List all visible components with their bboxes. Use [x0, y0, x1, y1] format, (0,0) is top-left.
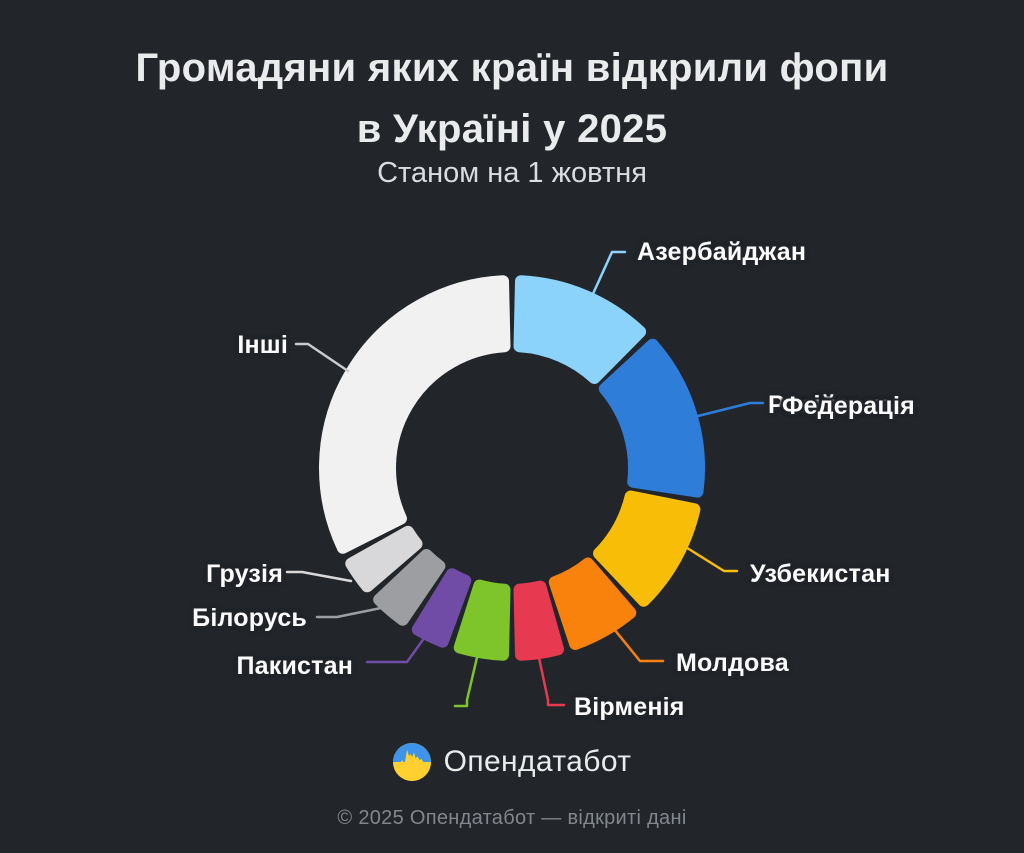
slice-unlabeled-green: [453, 579, 511, 661]
leader-line-moldova: [612, 627, 665, 663]
leader-line-azerbaijan: [590, 250, 627, 298]
footer-credit: © 2025 Опендатабот — відкриті дані: [337, 807, 687, 829]
chart-title-line2: в Україні у 2025: [356, 107, 668, 151]
slice-pakistan: [411, 568, 472, 648]
leader-line-others: [294, 342, 350, 373]
slice-uzbekistan: [593, 490, 701, 607]
leader-line-georgia: [285, 570, 353, 583]
leader-line-armenia: [536, 651, 566, 707]
leader-line-uzbekistan: [682, 544, 739, 573]
chart-title-line1: Громадяни яких країн відкрили фопи: [135, 46, 889, 90]
slice-armenia: [513, 580, 565, 661]
logo-text: Опендатабот: [443, 745, 632, 778]
leader-line-unlabeled-green: [453, 647, 481, 708]
slice-russian-federation: [598, 338, 705, 498]
slice-label-russian-federation-1: Російська: [768, 391, 893, 419]
slice-label-moldova: Молдова: [676, 649, 789, 677]
slice-others: [319, 275, 511, 554]
slice-label-armenia: Вірменія: [574, 693, 685, 721]
slice-moldova: [548, 557, 637, 650]
chart-title: Громадяни яких країн відкрили фопи в Укр…: [0, 38, 1024, 160]
leader-line-pakistan: [365, 628, 432, 664]
slice-label-others: Інші: [237, 331, 288, 359]
opendatabot-pulse-icon: [392, 743, 431, 781]
slice-label-uzbekistan: Узбекистан: [750, 560, 891, 588]
leader-line-belarus: [315, 606, 383, 619]
slice-label-russian-federation-2: Федерація: [782, 392, 915, 420]
slice-label-belarus: Білорусь: [192, 604, 307, 632]
leader-line-russian-federation: [692, 401, 765, 419]
slice-azerbaijan: [513, 275, 647, 385]
slice-label-pakistan: Пакистан: [236, 652, 353, 680]
slice-georgia: [345, 525, 423, 593]
slice-belarus: [373, 549, 446, 626]
logo: Опендатабот: [0, 741, 1024, 783]
chart-subtitle: Станом на 1 жовтня: [377, 157, 647, 189]
slice-label-georgia: Грузія: [206, 560, 283, 588]
slice-label-azerbaijan: Азербайджан: [637, 238, 807, 266]
